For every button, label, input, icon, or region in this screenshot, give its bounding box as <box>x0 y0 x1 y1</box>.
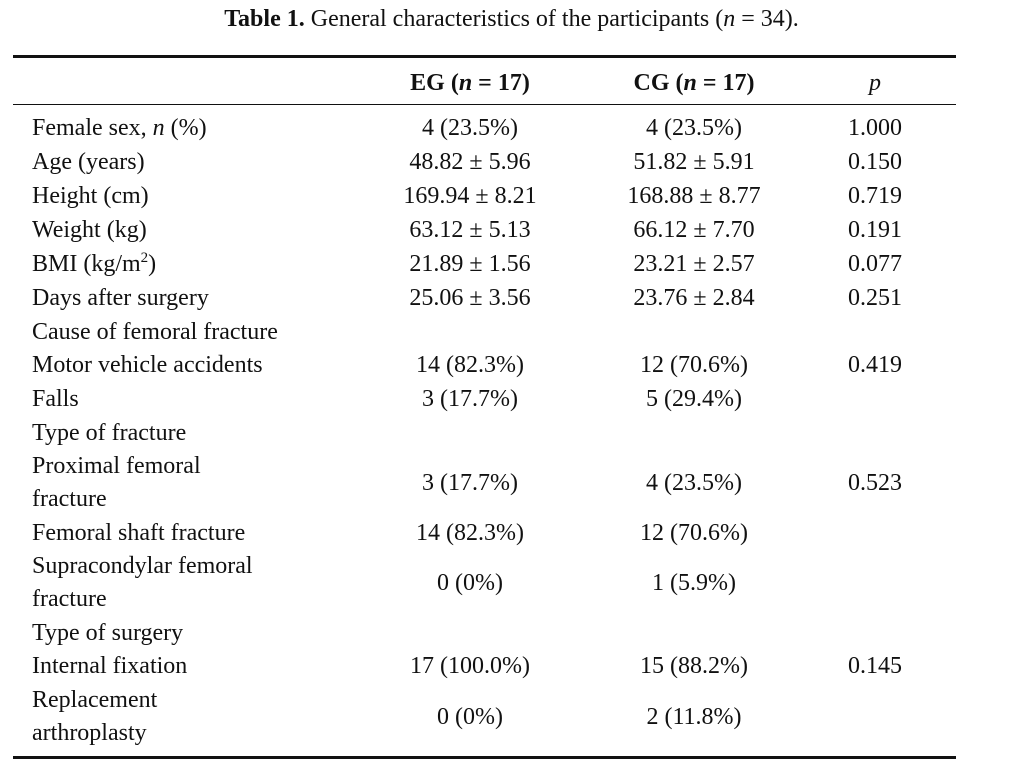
row-cg: 51.82 ± 5.91 <box>633 149 755 175</box>
row-eg: 21.89 ± 1.56 <box>409 251 531 277</box>
row-label: BMI (kg/m2) <box>32 247 362 281</box>
header-eg-n: n <box>458 70 473 96</box>
row-p: 0.150 <box>848 149 902 175</box>
row-label: Internal fixation <box>32 653 188 679</box>
row-label: Supracondylar femoral fracture <box>32 553 253 612</box>
row-label: Female sex, n (%) <box>32 111 362 145</box>
row-label: Motor vehicle accidents <box>32 352 263 378</box>
row-label-main: Female sex, <box>32 115 153 141</box>
table-row: Femoral shaft fracture 14 (82.3%) 12 (70… <box>0 516 1023 550</box>
row-cg: 4 (23.5%) <box>646 115 742 141</box>
row-eg: 4 (23.5%) <box>422 115 518 141</box>
row-label: Replacement arthroplasty <box>32 687 158 746</box>
table-row: Height (cm) 169.94 ± 8.21 168.88 ± 8.77 … <box>0 179 1023 213</box>
table-bottom-rule <box>13 756 956 759</box>
row-label-tail: ) <box>148 251 157 277</box>
table-top-rule <box>13 55 956 58</box>
row-cg: 1 (5.9%) <box>652 570 736 596</box>
row-p: 0.719 <box>848 183 902 209</box>
row-p: 0.523 <box>848 470 902 496</box>
section-label: Type of fracture <box>32 420 187 446</box>
row-eg: 0 (0%) <box>437 570 503 596</box>
row-label: Height (cm) <box>32 183 149 209</box>
table-row: Internal fixation 17 (100.0%) 15 (88.2%)… <box>0 649 1023 683</box>
row-label: Femoral shaft fracture <box>32 520 246 546</box>
row-label: Proximal femoral fracture <box>32 453 201 512</box>
header-eg: EG (n = 17) <box>380 68 560 98</box>
caption-label: Table 1. <box>224 6 305 32</box>
row-cg: 168.88 ± 8.77 <box>627 183 761 209</box>
row-eg: 63.12 ± 5.13 <box>409 217 531 243</box>
row-eg: 14 (82.3%) <box>416 352 524 378</box>
header-eg-suffix: = 17) <box>472 70 530 96</box>
row-p: 1.000 <box>848 115 902 141</box>
row-label-main: BMI (kg/m <box>32 251 141 277</box>
row-p: 0.145 <box>848 653 902 679</box>
row-eg: 169.94 ± 8.21 <box>403 183 537 209</box>
table-caption: Table 1. General characteristics of the … <box>0 4 1023 34</box>
row-cg: 66.12 ± 7.70 <box>633 217 755 243</box>
table-row: Weight (kg) 63.12 ± 5.13 66.12 ± 7.70 0.… <box>0 213 1023 247</box>
row-label: Age (years) <box>32 149 145 175</box>
table-section-row: Cause of femoral fracture <box>0 315 1023 349</box>
table-row: Supracondylar femoral fracture 0 (0%) 1 … <box>0 550 1023 616</box>
header-cg-suffix: = 17) <box>696 70 755 96</box>
row-cg: 4 (23.5%) <box>646 470 742 496</box>
row-cg: 23.76 ± 2.84 <box>633 285 755 311</box>
table-row: Motor vehicle accidents 14 (82.3%) 12 (7… <box>0 348 1023 382</box>
table-header-row: EG (n = 17) CG (n = 17) p <box>0 58 1023 104</box>
table-row: Falls 3 (17.7%) 5 (29.4%) <box>0 382 1023 416</box>
row-p: 0.191 <box>848 217 902 243</box>
row-cg: 23.21 ± 2.57 <box>633 251 755 277</box>
table-row: Replacement arthroplasty 0 (0%) 2 (11.8%… <box>0 684 1023 750</box>
row-label-superscript: 2 <box>140 250 149 266</box>
caption-text-end: = 34). <box>735 6 799 32</box>
row-label-tail: (%) <box>164 115 207 141</box>
row-eg: 17 (100.0%) <box>410 653 530 679</box>
row-eg: 3 (17.7%) <box>422 386 518 412</box>
row-eg: 0 (0%) <box>437 704 503 730</box>
caption-n-symbol: n <box>723 6 736 32</box>
table-header-rule <box>13 104 956 105</box>
header-cg-prefix: CG ( <box>633 70 684 96</box>
table-section-row: Type of fracture <box>0 416 1023 450</box>
table-section-row: Type of surgery <box>0 616 1023 650</box>
section-label: Type of surgery <box>32 620 184 646</box>
row-cg: 12 (70.6%) <box>640 352 748 378</box>
row-label-n: n <box>152 115 165 141</box>
header-cg: CG (n = 17) <box>604 68 784 98</box>
row-label: Weight (kg) <box>32 217 147 243</box>
section-label: Cause of femoral fracture <box>32 319 278 345</box>
header-eg-prefix: EG ( <box>410 70 459 96</box>
table-row: Proximal femoral fracture 3 (17.7%) 4 (2… <box>0 450 1023 516</box>
row-cg: 5 (29.4%) <box>646 386 742 412</box>
table-row: Days after surgery 25.06 ± 3.56 23.76 ± … <box>0 281 1023 315</box>
row-cg: 2 (11.8%) <box>646 704 742 730</box>
caption-text: General characteristics of the participa… <box>304 6 724 32</box>
row-eg: 14 (82.3%) <box>416 520 524 546</box>
row-eg: 3 (17.7%) <box>422 470 518 496</box>
row-label: Days after surgery <box>32 285 209 311</box>
header-p: p <box>869 70 881 96</box>
row-p: 0.251 <box>848 285 902 311</box>
row-cg: 15 (88.2%) <box>640 653 748 679</box>
row-label: Falls <box>32 386 79 412</box>
row-p: 0.077 <box>848 251 902 277</box>
table-row: BMI (kg/m2) 21.89 ± 1.56 23.21 ± 2.57 0.… <box>0 247 1023 281</box>
header-cg-n: n <box>683 70 697 96</box>
row-eg: 25.06 ± 3.56 <box>409 285 531 311</box>
table-row: Age (years) 48.82 ± 5.96 51.82 ± 5.91 0.… <box>0 145 1023 179</box>
row-eg: 48.82 ± 5.96 <box>409 149 531 175</box>
row-p: 0.419 <box>848 352 902 378</box>
row-cg: 12 (70.6%) <box>640 520 748 546</box>
table-row: Female sex, n (%) 4 (23.5%) 4 (23.5%) 1.… <box>0 111 1023 145</box>
